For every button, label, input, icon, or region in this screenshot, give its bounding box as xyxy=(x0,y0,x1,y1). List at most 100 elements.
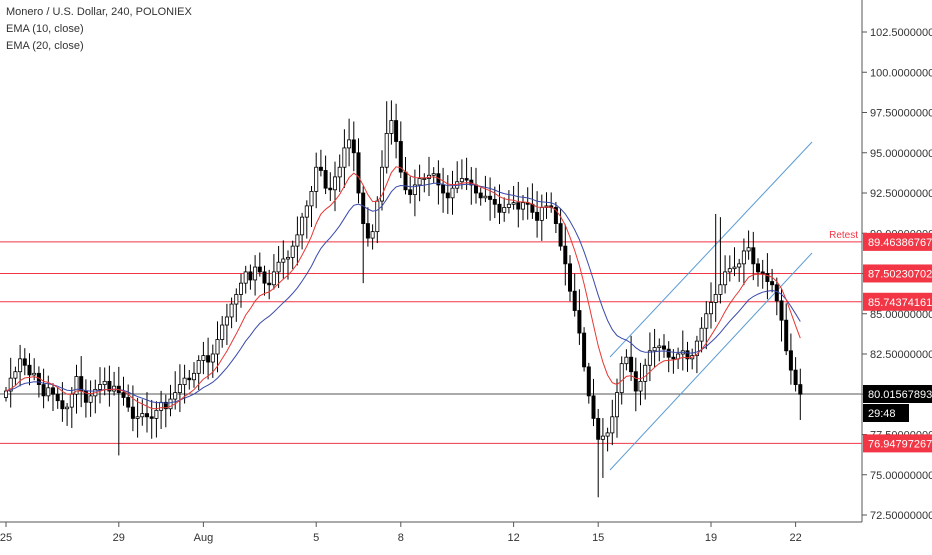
candle-body-up xyxy=(173,392,178,400)
candle xyxy=(41,368,46,409)
candle-body-down xyxy=(488,195,493,200)
candle-body-down xyxy=(591,395,596,419)
candle-body-up xyxy=(74,376,79,395)
candle-body-up xyxy=(102,380,107,385)
candle xyxy=(182,364,187,404)
candle-body-down xyxy=(323,170,328,189)
candle-body-up xyxy=(182,377,187,385)
candle-body-down xyxy=(262,271,267,284)
candle-body-up xyxy=(88,395,93,403)
candle-body-up xyxy=(600,435,605,440)
candle-body-up xyxy=(647,350,652,366)
candle xyxy=(361,186,366,284)
candle-body-down xyxy=(22,358,27,366)
candle xyxy=(577,289,582,345)
candle xyxy=(497,184,502,225)
candle-body-up xyxy=(370,231,375,239)
candle-body-down xyxy=(774,284,779,302)
candle-body-up xyxy=(32,372,37,376)
candle xyxy=(563,224,568,286)
candle xyxy=(553,201,558,234)
candle-body-up xyxy=(253,266,258,281)
candle-body-up xyxy=(159,401,164,411)
candle-body-up xyxy=(281,258,286,263)
current-price-label: 80.01567893 xyxy=(868,389,932,401)
candle xyxy=(756,258,761,287)
candle xyxy=(262,265,267,296)
candle xyxy=(149,399,154,439)
candle xyxy=(8,357,13,408)
candle xyxy=(488,177,493,221)
countdown-label: 29:48 xyxy=(868,408,896,420)
candle-body-up xyxy=(704,313,709,329)
candle xyxy=(770,268,775,293)
level-price-label-bg xyxy=(863,232,932,251)
candle xyxy=(18,344,23,387)
candle xyxy=(304,200,309,239)
candle-body-down xyxy=(206,355,211,363)
candle xyxy=(788,333,793,385)
candle-body-up xyxy=(210,353,215,363)
candle-body-down xyxy=(558,223,563,247)
candle xyxy=(267,269,272,300)
candle xyxy=(281,240,286,279)
candle-body-down xyxy=(497,203,502,213)
candle-body-up xyxy=(4,390,9,398)
candle-body-down xyxy=(163,401,168,410)
candle xyxy=(370,224,375,250)
candle xyxy=(408,176,413,204)
legend-symbol[interactable]: Monero / U.S. Dollar, 240, POLONIEX xyxy=(6,6,192,18)
candle-body-up xyxy=(638,380,643,392)
candle xyxy=(441,167,446,213)
legend-ema20[interactable]: EMA (20, close) xyxy=(6,40,84,52)
y-tick-label: 82.50000000 xyxy=(870,349,932,361)
current-price-label-bg xyxy=(863,384,932,403)
candle xyxy=(257,252,262,277)
candle-body-down xyxy=(328,187,333,191)
candle xyxy=(624,349,629,371)
candle-body-down xyxy=(60,400,65,410)
retest-label: Retest xyxy=(829,230,858,241)
candle-body-down xyxy=(572,290,577,311)
candle-body-down xyxy=(398,141,403,173)
candle-body-down xyxy=(257,266,262,273)
candle-body-down xyxy=(149,416,154,419)
candle xyxy=(220,315,225,348)
candle xyxy=(511,185,516,210)
candle xyxy=(610,399,615,446)
y-tick-label: 102.50000000 xyxy=(870,27,932,39)
candle-body-up xyxy=(13,371,18,379)
candle xyxy=(191,362,196,388)
candle-body-down xyxy=(464,178,469,181)
candle-body-down xyxy=(318,166,323,171)
candle-body-up xyxy=(65,406,70,410)
candle-body-down xyxy=(765,273,770,282)
x-tick-label: 25 xyxy=(0,532,12,544)
candle xyxy=(384,101,389,174)
candle-body-up xyxy=(713,294,718,303)
candle-body-down xyxy=(408,189,413,196)
candle-body-down xyxy=(187,377,192,381)
candle-body-down xyxy=(671,356,676,360)
candle-body-up xyxy=(347,139,352,149)
x-tick-label: 5 xyxy=(313,532,319,544)
candle-body-down xyxy=(248,271,253,281)
candle-body-down xyxy=(441,184,446,194)
candle xyxy=(328,172,333,201)
candle-body-down xyxy=(361,192,366,224)
candle-body-up xyxy=(643,364,648,382)
candle xyxy=(27,353,32,386)
ema10-line xyxy=(5,166,801,410)
candle xyxy=(300,212,305,250)
candle xyxy=(229,297,234,329)
candle xyxy=(793,357,798,392)
x-tick-label: 12 xyxy=(507,532,519,544)
candle-body-up xyxy=(224,316,229,326)
legend-ema10[interactable]: EMA (10, close) xyxy=(6,23,84,35)
candle-body-down xyxy=(582,332,587,368)
candle-body-down xyxy=(779,300,784,321)
candle xyxy=(657,338,662,362)
